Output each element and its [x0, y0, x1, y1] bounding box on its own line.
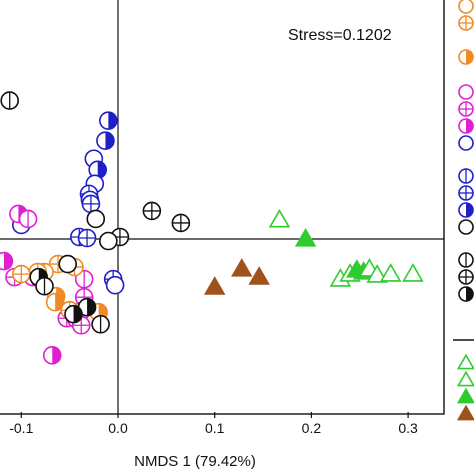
legend-marker	[458, 49, 474, 65]
data-point	[366, 264, 388, 283]
legend-marker	[458, 286, 474, 302]
legend-marker	[458, 118, 474, 134]
data-point	[203, 276, 226, 295]
legend-marker	[458, 219, 474, 235]
data-point	[0, 91, 19, 110]
legend-marker	[456, 353, 474, 370]
data-point	[18, 209, 38, 229]
x-tick-label: 0.3	[398, 420, 418, 436]
data-point	[248, 266, 270, 285]
legend-marker	[458, 15, 474, 31]
legend	[453, 0, 474, 421]
data-point	[35, 276, 54, 296]
data-point	[379, 263, 402, 282]
series-brown	[203, 258, 270, 295]
data-point	[81, 194, 101, 214]
data-point	[231, 258, 253, 277]
legend-marker	[456, 370, 474, 387]
data-point	[74, 269, 94, 289]
data-point	[58, 254, 78, 274]
data-point	[11, 264, 31, 284]
x-axis-title: NMDS 1 (79.42%)	[134, 453, 256, 470]
x-tick-label: 0.2	[302, 420, 322, 436]
series-black	[0, 91, 191, 334]
data-point	[86, 209, 106, 229]
legend-marker	[458, 202, 474, 218]
data-point	[91, 314, 110, 334]
plot-frame	[0, 0, 445, 415]
data-point	[105, 275, 125, 295]
legend-marker	[458, 101, 474, 117]
x-tick-label: -0.1	[9, 420, 33, 436]
legend-marker	[458, 135, 474, 151]
data-point	[0, 251, 14, 271]
legend-marker	[458, 252, 474, 268]
reference-lines	[0, 0, 444, 412]
legend-marker	[458, 185, 474, 201]
stress-annotation: Stress=0.1202	[288, 27, 392, 44]
data-point	[88, 160, 107, 180]
legend-marker	[458, 0, 474, 14]
data-point	[77, 228, 97, 248]
data-point	[294, 228, 317, 247]
data-point	[99, 111, 118, 130]
data-point	[64, 304, 83, 324]
data-points	[0, 91, 424, 365]
legend-marker	[458, 269, 474, 285]
legend-marker	[458, 84, 474, 100]
x-tick-label: 0.1	[205, 420, 225, 436]
data-point	[96, 131, 115, 151]
x-axis-ticks: -0.1 0.0 0.1 0.2 0.3	[9, 412, 418, 436]
data-point	[42, 346, 62, 365]
series-blue	[11, 111, 125, 295]
x-tick-label: 0.0	[108, 420, 128, 436]
data-point	[142, 201, 162, 221]
data-point	[402, 263, 424, 282]
data-point	[268, 208, 291, 228]
data-point	[99, 231, 118, 251]
legend-marker	[458, 168, 474, 184]
legend-marker	[456, 404, 474, 421]
legend-marker	[456, 387, 474, 404]
data-point	[171, 213, 191, 233]
series-green	[268, 208, 424, 287]
data-point	[77, 297, 97, 317]
